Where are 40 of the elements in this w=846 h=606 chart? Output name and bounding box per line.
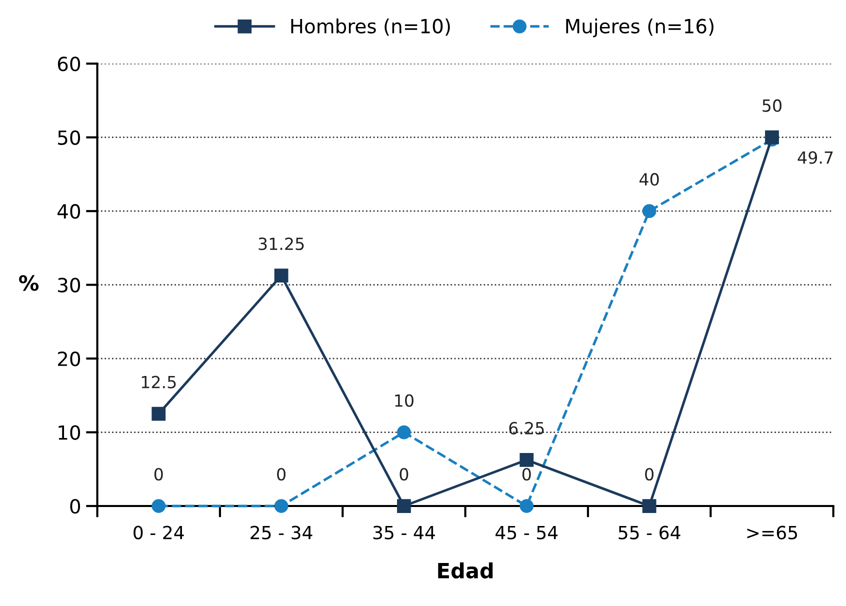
data-label: 0 — [154, 468, 163, 481]
point — [274, 499, 288, 513]
y-tick-label: 10 — [58, 425, 80, 440]
point — [397, 425, 411, 440]
x-tick-label: >=65 — [747, 526, 798, 540]
point — [765, 130, 779, 144]
point — [642, 204, 656, 218]
legend-label: Mujeres (n=16) — [566, 18, 714, 38]
data-label: 12.5 — [142, 376, 176, 388]
x-tick-label: 35 - 44 — [373, 526, 435, 540]
y-tick-label: 30 — [58, 278, 80, 292]
data-label: 0 — [522, 468, 531, 481]
point — [642, 499, 656, 513]
x-tick-label: 55 - 64 — [618, 526, 680, 540]
x-axis-title: Edad — [438, 562, 493, 578]
point — [397, 499, 411, 513]
data-label: 31.25 — [258, 238, 304, 250]
y-axis-title: % — [19, 275, 39, 291]
point — [520, 452, 534, 467]
data-label: 50 — [762, 99, 782, 112]
x-tick-label: 25 - 34 — [250, 526, 312, 540]
data-label: 0 — [277, 468, 286, 481]
point — [520, 499, 534, 513]
point — [152, 499, 166, 513]
point — [152, 406, 166, 421]
y-tick-label: 50 — [58, 130, 80, 146]
y-tick-label: 0 — [70, 498, 80, 514]
legend-label: Hombres (n=10) — [291, 18, 450, 36]
data-label: 49.7 — [798, 151, 833, 164]
data-label: 10 — [395, 394, 414, 407]
y-tick-label: 60 — [58, 56, 80, 72]
data-label: 6.25 — [509, 422, 544, 434]
y-tick-label: 40 — [58, 204, 80, 219]
data-label: 40 — [640, 173, 659, 186]
y-tick-label: 20 — [58, 352, 80, 366]
data-label: 0 — [645, 468, 654, 481]
data-label: 0 — [400, 468, 408, 481]
point — [274, 268, 288, 283]
x-tick-label: 0 - 24 — [134, 526, 184, 540]
x-tick-label: 45 - 54 — [496, 526, 558, 540]
